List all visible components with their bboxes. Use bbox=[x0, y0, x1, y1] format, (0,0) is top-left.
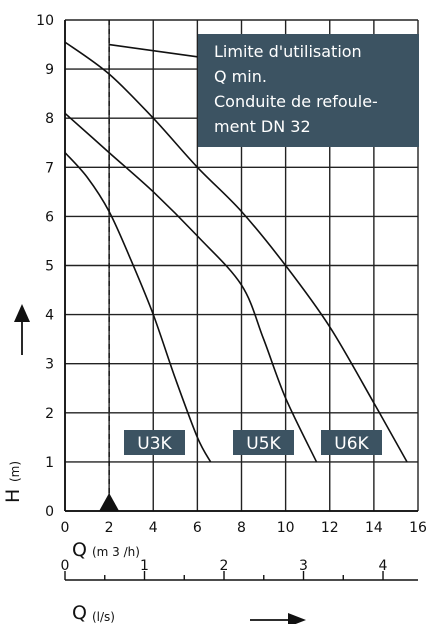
series-layer bbox=[64, 20, 408, 511]
annotation-background bbox=[198, 34, 419, 147]
y-tick-label: 6 bbox=[45, 209, 54, 225]
y-tick-label: 1 bbox=[45, 455, 54, 471]
series-label-box bbox=[321, 430, 382, 455]
series-curve-u5k bbox=[64, 112, 318, 463]
series-label-u6k: U6K bbox=[321, 430, 382, 455]
x2-tick-label: 3 bbox=[299, 558, 308, 574]
limit-line bbox=[109, 43, 198, 58]
y-tick-label: 4 bbox=[45, 308, 54, 324]
x-tick-label: 12 bbox=[321, 520, 339, 536]
x-axis-unit: (m 3 /h) bbox=[92, 545, 140, 559]
series-label-box bbox=[233, 430, 294, 455]
annotation-line: ment DN 32 bbox=[214, 117, 311, 136]
y-axis-title: H bbox=[2, 489, 24, 503]
label-layer: U3K U5K U6K Limite d'utilisation Q min. Condu… bbox=[124, 34, 419, 455]
x-tick-label: 14 bbox=[365, 520, 383, 536]
annotation-line: Limite d'utilisation bbox=[214, 42, 362, 61]
y-arrow-head bbox=[14, 304, 30, 322]
y-tick-label: 0 bbox=[45, 504, 54, 520]
x-arrow-head bbox=[288, 613, 306, 627]
annotation-box: Limite d'utilisation Q min. Conduite de re… bbox=[198, 34, 419, 147]
series-label-u3k: U3K bbox=[124, 430, 185, 455]
y-tick-label: 7 bbox=[45, 160, 54, 176]
x-tick-label: 8 bbox=[237, 520, 246, 536]
y-tick-label: 10 bbox=[36, 13, 54, 29]
x2-tick-label: 1 bbox=[140, 558, 149, 574]
series-label-text: U5K bbox=[246, 434, 281, 454]
annotation-line: Q min. bbox=[214, 67, 267, 86]
x2-axis-unit: (l/s) bbox=[92, 610, 115, 624]
series-label-u5k: U5K bbox=[233, 430, 294, 455]
y-tick-label: 3 bbox=[45, 357, 54, 373]
x2-tick-label: 0 bbox=[61, 558, 70, 574]
x-tick-label: 10 bbox=[277, 520, 295, 536]
y-axis-unit: (m) bbox=[8, 461, 22, 482]
x-tick-label: 6 bbox=[193, 520, 202, 536]
y-tick-label: 8 bbox=[45, 111, 54, 127]
min-flow-marker bbox=[99, 493, 120, 511]
y-tick-label: 5 bbox=[45, 259, 54, 275]
x-tick-label: 2 bbox=[105, 520, 114, 536]
series-label-box bbox=[124, 430, 185, 455]
series-label-text: U6K bbox=[334, 434, 369, 454]
y-tick-label: 2 bbox=[45, 406, 54, 422]
series-label-text: U3K bbox=[137, 434, 172, 454]
x-tick-label: 4 bbox=[149, 520, 158, 536]
series-curve-u3k bbox=[64, 152, 212, 463]
x2-tick-label: 2 bbox=[220, 558, 229, 574]
series-curve-u6k bbox=[64, 41, 408, 463]
y-tick-label: 9 bbox=[45, 62, 54, 78]
x-tick-label: 16 bbox=[409, 520, 426, 536]
x2-tick-label: 4 bbox=[379, 558, 388, 574]
x-tick-label: 0 bbox=[61, 520, 70, 536]
annotation-line: Conduite de refoule- bbox=[214, 92, 378, 111]
x-axis-title: Q bbox=[72, 539, 87, 561]
x2-axis-title: Q bbox=[72, 602, 87, 624]
